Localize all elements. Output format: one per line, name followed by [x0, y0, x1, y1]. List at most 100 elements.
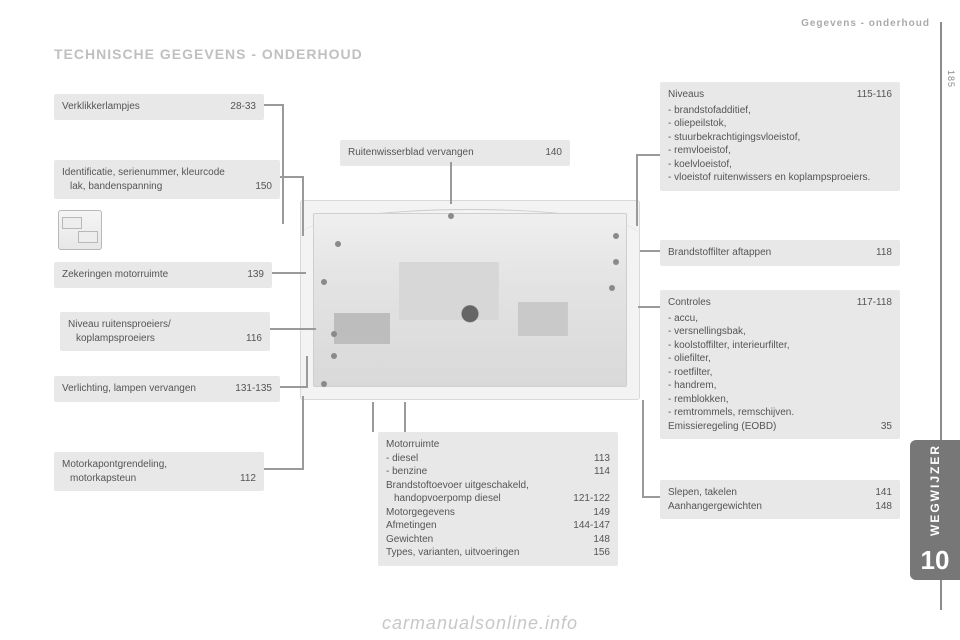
dot-icon [331, 331, 337, 337]
leader [642, 400, 644, 498]
dot-icon [335, 241, 341, 247]
leader [270, 328, 316, 330]
leader [282, 104, 284, 224]
list-item: Types, varianten, uitvoeringen 156 [386, 546, 610, 560]
dot-icon [331, 353, 337, 359]
box-tow: Slepen, takelen141Aanhangergewichten 148 [660, 480, 900, 519]
tab-number: 10 [921, 545, 950, 576]
text: handopvoerpomp diesel [386, 492, 501, 506]
box-washer-level: Niveau ruitensproeiers/ koplampsproeiers… [60, 312, 270, 351]
list-item: Motorgegevens149 [386, 506, 610, 520]
dot-icon [613, 259, 619, 265]
list-item: remvloeistof, [668, 144, 892, 158]
text: koplampsproeiers [68, 332, 155, 346]
leader [372, 402, 374, 432]
text: Verklikkerlampjes [62, 100, 140, 114]
list-item: roetfilter, [668, 366, 892, 380]
list-item: accu, [668, 312, 892, 326]
list-item: handrem, [668, 379, 892, 393]
page-ref: 113 [594, 452, 610, 466]
leader [280, 386, 308, 388]
box-engine: Motorruimte - diesel113- benzine114Brand… [378, 432, 618, 566]
leader [640, 250, 660, 252]
list-item: versnellingsbak, [668, 325, 892, 339]
box-bulbs: Verlichting, lampen vervangen 131-135 [54, 376, 280, 402]
section-tab: WEGWIJZER 10 [910, 440, 960, 580]
page-ref: 140 [545, 146, 562, 160]
page-ref: 118 [876, 246, 892, 260]
text: - diesel [386, 452, 418, 466]
page-ref: 114 [594, 465, 610, 479]
list-item: Slepen, takelen141 [668, 486, 892, 500]
page-ref: 112 [240, 472, 256, 486]
box-fuses: Zekeringen motorruimte 139 [54, 262, 272, 288]
leader [264, 468, 304, 470]
list-item: remblokken, [668, 393, 892, 407]
watermark: carmanualsonline.info [0, 613, 960, 634]
text: Motorkapontgrendeling, [62, 458, 256, 472]
leader [638, 306, 660, 308]
page-ref: 148 [875, 500, 892, 514]
list-item: koolstoffilter, interieurfilter, [668, 339, 892, 353]
text: motorkapsteun [62, 472, 136, 486]
box-bonnet: Motorkapontgrendeling, motorkapsteun 112 [54, 452, 264, 491]
page-ref: 148 [593, 533, 610, 547]
text: Afmetingen [386, 519, 437, 533]
page-ref: 115-116 [857, 88, 892, 102]
breadcrumb: Gegevens - onderhoud [801, 18, 930, 29]
dot-icon [321, 381, 327, 387]
leader [306, 356, 308, 388]
leader [302, 396, 304, 470]
dot-icon [448, 213, 454, 219]
leader [642, 496, 660, 498]
leader [636, 154, 638, 226]
page-ref: 141 [875, 486, 892, 500]
list-item: brandstofadditief, [668, 104, 892, 118]
list-item: - benzine 114 [386, 465, 610, 479]
text: Niveaus [668, 88, 704, 102]
page-ref: 121-122 [573, 492, 610, 506]
list-item: handopvoerpomp diesel 121-122 [386, 492, 610, 506]
list-item: remtrommels, remschijven. [668, 406, 892, 420]
list-item: stuurbekrachtigingsvloeistof, [668, 131, 892, 145]
box-fuelfilter: Brandstoffilter aftappen 118 [660, 240, 900, 266]
page-ref: 150 [255, 180, 272, 194]
text: Verlichting, lampen vervangen [62, 382, 196, 396]
leader [280, 176, 304, 178]
text: Aanhangergewichten [668, 500, 762, 514]
list-item: koelvloeistof, [668, 158, 892, 172]
text: lak, bandenspanning [62, 180, 162, 194]
page-title: TECHNISCHE GEGEVENS - ONDERHOUD [54, 46, 363, 62]
leader [636, 154, 660, 156]
page-ref: 117-118 [857, 296, 892, 310]
leader [404, 402, 406, 432]
page-ref: 35 [881, 420, 892, 434]
text: Zekeringen motorruimte [62, 268, 168, 282]
list-item: Afmetingen144-147 [386, 519, 610, 533]
box-wiper: Ruitenwisserblad vervangen 140 [340, 140, 570, 166]
page-ref: 116 [246, 332, 262, 346]
box-levels: Niveaus 115-116 brandstofadditief,oliepe… [660, 82, 900, 191]
leader [302, 176, 304, 236]
dot-icon [321, 279, 327, 285]
text: Emissieregeling (EOBD) [668, 420, 776, 434]
page-ref: 131-135 [235, 382, 272, 396]
text: Types, varianten, uitvoeringen [386, 546, 519, 560]
page-ref: 139 [247, 268, 264, 282]
page-ref: 149 [593, 506, 610, 520]
page-number: 185 [946, 70, 956, 88]
leader [264, 104, 284, 106]
list-item: - diesel 113 [386, 452, 610, 466]
text: - benzine [386, 465, 427, 479]
page-ref: 28-33 [230, 100, 256, 114]
list-item: Gewichten148 [386, 533, 610, 547]
tab-label: WEGWIJZER [928, 444, 942, 536]
box-warning-lamps: Verklikkerlampjes 28-33 [54, 94, 264, 120]
page-ref: 156 [593, 546, 610, 560]
text: Niveau ruitensproeiers/ [68, 318, 262, 332]
engine-bay-image [300, 200, 640, 400]
text: Controles [668, 296, 711, 310]
dot-icon [613, 233, 619, 239]
list-item: oliefilter, [668, 352, 892, 366]
text: Brandstoffilter aftappen [668, 246, 771, 260]
